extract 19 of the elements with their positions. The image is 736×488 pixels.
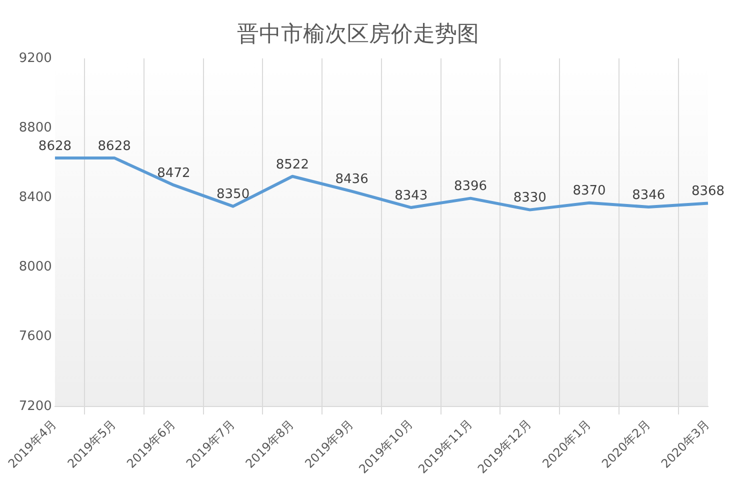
chart-title: 晋中市榆次区房价走势图 (237, 22, 479, 47)
data-label: 8436 (335, 172, 368, 188)
data-label: 8330 (513, 190, 546, 206)
data-label: 8472 (157, 166, 190, 181)
y-tick-label: 8000 (18, 260, 52, 275)
data-label: 8350 (216, 187, 250, 202)
y-tick-label: 8800 (18, 120, 52, 136)
data-label: 8368 (691, 184, 725, 200)
data-label: 8343 (394, 188, 428, 204)
data-label: 8522 (276, 157, 309, 172)
data-label: 8396 (454, 179, 488, 194)
y-tick-label: 7600 (18, 329, 52, 344)
data-label: 8628 (38, 138, 72, 154)
y-tick-label: 7200 (18, 398, 52, 414)
y-tick-label: 9200 (18, 50, 52, 66)
data-label: 8370 (572, 184, 606, 199)
data-label: 8346 (632, 188, 666, 203)
y-tick-label: 8400 (18, 190, 52, 205)
data-label: 8628 (98, 138, 131, 154)
